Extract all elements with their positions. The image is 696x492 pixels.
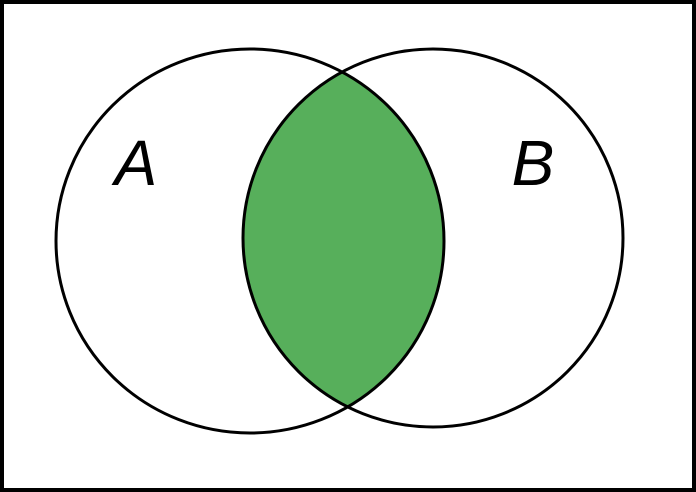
set-b-circle — [241, 47, 625, 429]
set-a-label: A — [111, 127, 158, 199]
set-b-label: B — [512, 127, 555, 199]
set-a-circle — [54, 47, 446, 435]
intersection-region — [243, 49, 444, 427]
